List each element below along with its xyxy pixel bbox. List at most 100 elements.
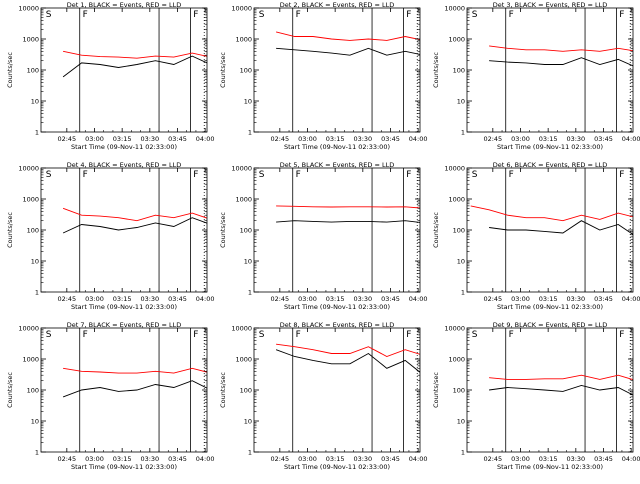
y-axis-label: Counts/sec <box>6 372 14 408</box>
phase-letter-f: F <box>83 10 88 20</box>
phase-letter-s: S <box>472 330 478 340</box>
y-axis-label: Counts/sec <box>6 212 14 248</box>
series-events-line <box>275 349 420 373</box>
series-events-line <box>62 55 207 78</box>
phase-letter-s: S <box>46 330 52 340</box>
chart-title: Det 3, BLACK = Events, RED = LLD <box>493 1 607 9</box>
phase-letter-e: E <box>430 330 436 340</box>
phase-letter-f: F <box>296 170 301 180</box>
x-tick-label: 03:00 <box>298 295 317 303</box>
chart-title: Det 9, BLACK = Events, RED = LLD <box>493 321 607 329</box>
y-tick-label: 1000 <box>22 36 39 44</box>
series-lld-line <box>470 205 633 222</box>
y-tick-label: 10 <box>457 258 465 266</box>
x-tick-label: 02:45 <box>270 455 289 463</box>
x-tick-label: 03:30 <box>353 455 372 463</box>
series-events-line <box>276 47 420 56</box>
y-tick-label: 10 <box>457 98 465 106</box>
y-tick-label: 10 <box>31 98 39 106</box>
y-tick-label: 1 <box>461 289 465 297</box>
x-axis-label: Start Time (09-Nov-11 02:33:00) <box>497 303 603 311</box>
phase-letter-f: F <box>509 10 514 20</box>
x-tick-label: 03:45 <box>381 455 400 463</box>
chart-title: Det 4, BLACK = Events, RED = LLD <box>67 161 181 169</box>
series-lld-line <box>489 45 633 52</box>
x-tick-label: 03:00 <box>85 455 104 463</box>
y-tick-label: 10000 <box>444 5 465 13</box>
y-tick-label: 1000 <box>22 356 39 364</box>
phase-letter-f: F <box>296 10 301 20</box>
phase-letter-f: F <box>509 330 514 340</box>
x-tick-label: 02:45 <box>483 455 502 463</box>
x-tick-label: 03:30 <box>566 455 585 463</box>
plot-frame <box>253 327 421 453</box>
y-tick-label: 1000 <box>235 36 252 44</box>
x-axis-label: Start Time (09-Nov-11 02:33:00) <box>497 143 603 151</box>
x-tick-label: 04:00 <box>409 135 428 143</box>
x-axis-label: Start Time (09-Nov-11 02:33:00) <box>71 303 177 311</box>
y-tick-label: 100 <box>240 67 252 75</box>
x-tick-label: 03:00 <box>298 135 317 143</box>
plot-frame <box>466 167 634 293</box>
series-events-line <box>276 220 420 223</box>
x-axis-label: Start Time (09-Nov-11 02:33:00) <box>284 463 390 471</box>
phase-letter-e: E <box>430 10 436 20</box>
x-tick-label: 03:00 <box>85 295 104 303</box>
x-tick-label: 04:00 <box>622 455 640 463</box>
x-tick-label: 03:15 <box>113 135 132 143</box>
x-tick-label: 04:00 <box>622 135 640 143</box>
series-lld-line <box>276 343 420 357</box>
x-tick-label: 02:45 <box>57 135 76 143</box>
series-events-line <box>489 57 633 67</box>
x-tick-label: 03:15 <box>539 455 558 463</box>
y-tick-label: 10 <box>244 98 252 106</box>
x-tick-label: 02:45 <box>483 295 502 303</box>
y-tick-label: 1000 <box>448 196 465 204</box>
y-tick-label: 10 <box>31 258 39 266</box>
phase-letter-s: S <box>46 170 52 180</box>
y-tick-label: 100 <box>27 67 39 75</box>
y-tick-label: 1000 <box>22 196 39 204</box>
phase-letter-f: F <box>619 330 624 340</box>
x-tick-label: 03:00 <box>511 295 530 303</box>
x-tick-label: 03:30 <box>353 135 372 143</box>
y-tick-label: 1 <box>248 289 252 297</box>
x-tick-label: 02:45 <box>270 295 289 303</box>
series-lld-line <box>63 367 207 374</box>
y-tick-label: 100 <box>453 227 465 235</box>
phase-letter-f: F <box>83 170 88 180</box>
plot-frame <box>253 167 421 293</box>
x-tick-label: 03:15 <box>539 135 558 143</box>
x-tick-label: 03:30 <box>353 295 372 303</box>
plot-frame <box>40 327 208 453</box>
x-tick-label: 03:15 <box>326 455 345 463</box>
phase-letter-e: E <box>217 170 223 180</box>
y-tick-label: 10000 <box>231 5 252 13</box>
y-tick-label: 10000 <box>444 165 465 173</box>
x-tick-label: 03:30 <box>140 295 159 303</box>
chart-title: Det 6, BLACK = Events, RED = LLD <box>493 161 607 169</box>
y-tick-label: 1 <box>248 449 252 457</box>
chart-title: Det 1, BLACK = Events, RED = LLD <box>67 1 181 9</box>
series-events-line <box>62 217 207 234</box>
phase-letter-s: S <box>225 170 231 180</box>
y-tick-label: 1000 <box>235 356 252 364</box>
phase-letter-f: F <box>406 10 411 20</box>
series-lld-line <box>62 207 207 222</box>
plot-frame <box>40 167 208 293</box>
phase-letter-s: S <box>259 170 265 180</box>
x-tick-label: 04:00 <box>196 135 215 143</box>
series-events-line <box>62 380 207 398</box>
x-tick-label: 02:45 <box>270 135 289 143</box>
phase-letter-s: S <box>472 10 478 20</box>
